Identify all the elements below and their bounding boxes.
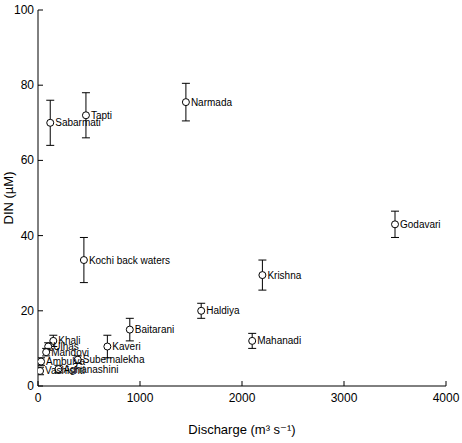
error-bar — [46, 100, 54, 145]
x-tick — [38, 381, 39, 386]
x-tick-label: 1000 — [127, 391, 154, 405]
y-tick — [38, 85, 43, 86]
point — [259, 272, 266, 279]
point — [104, 343, 111, 350]
point-label: Haldiya — [206, 305, 240, 316]
point — [38, 367, 44, 374]
point-label: Baitarani — [135, 324, 174, 335]
plot-area — [38, 83, 399, 374]
y-tick — [38, 10, 43, 11]
point — [392, 221, 399, 228]
point — [80, 257, 87, 264]
error-bar — [126, 318, 134, 341]
error-bar — [197, 303, 205, 318]
x-axis-label: Discharge (m³ s⁻¹) — [188, 422, 295, 437]
point — [182, 99, 189, 106]
point — [249, 337, 256, 344]
error-bar — [391, 211, 399, 237]
x-tick — [140, 381, 141, 386]
point-label: Kaveri — [112, 341, 140, 352]
y-tick-label: 100 — [14, 3, 34, 17]
point — [43, 349, 50, 356]
point — [126, 326, 133, 333]
point — [38, 358, 45, 365]
point-label: Aghanashini — [63, 364, 118, 375]
y-axis — [38, 10, 39, 386]
y-tick-label: 40 — [21, 229, 35, 243]
y-tick-label: 80 — [21, 78, 35, 92]
point-label: Tapti — [91, 110, 112, 121]
chart: 0 1000 2000 3000 4000 0 20 40 60 80 100 Discharge (… — [0, 0, 462, 443]
chart-container: 0 1000 2000 3000 4000 0 20 40 60 80 100 Discharge (… — [0, 0, 462, 443]
error-bar — [38, 358, 45, 366]
x-tick-label: 0 — [35, 391, 42, 405]
error-bar — [42, 348, 50, 356]
x-tick — [446, 381, 447, 386]
y-tick — [38, 310, 43, 311]
point-label: Kochi back waters — [89, 255, 170, 266]
x-tick — [344, 381, 345, 386]
point-label: Krishna — [267, 270, 301, 281]
error-bar — [248, 333, 256, 348]
point-label: Narmada — [191, 97, 233, 108]
point-label: Godavari — [400, 219, 441, 230]
error-bar — [38, 367, 44, 375]
x-tick-label: 4000 — [433, 391, 460, 405]
error-bar — [82, 93, 90, 138]
y-tick — [38, 386, 43, 387]
x-tick-label: 3000 — [331, 391, 358, 405]
error-bar — [258, 260, 266, 290]
error-bar — [80, 237, 88, 282]
y-axis-label: DIN (µM) — [1, 172, 16, 225]
point — [47, 119, 54, 126]
y-tick-label: 60 — [21, 153, 35, 167]
x-tick-label: 2000 — [229, 391, 256, 405]
point — [198, 307, 205, 314]
x-tick — [242, 381, 243, 386]
point-label: Mahanadi — [257, 335, 301, 346]
y-tick-label: 0 — [27, 379, 34, 393]
y-tick — [38, 160, 43, 161]
y-tick-label: 20 — [21, 304, 35, 318]
error-bar — [182, 83, 190, 121]
y-tick — [38, 235, 43, 236]
